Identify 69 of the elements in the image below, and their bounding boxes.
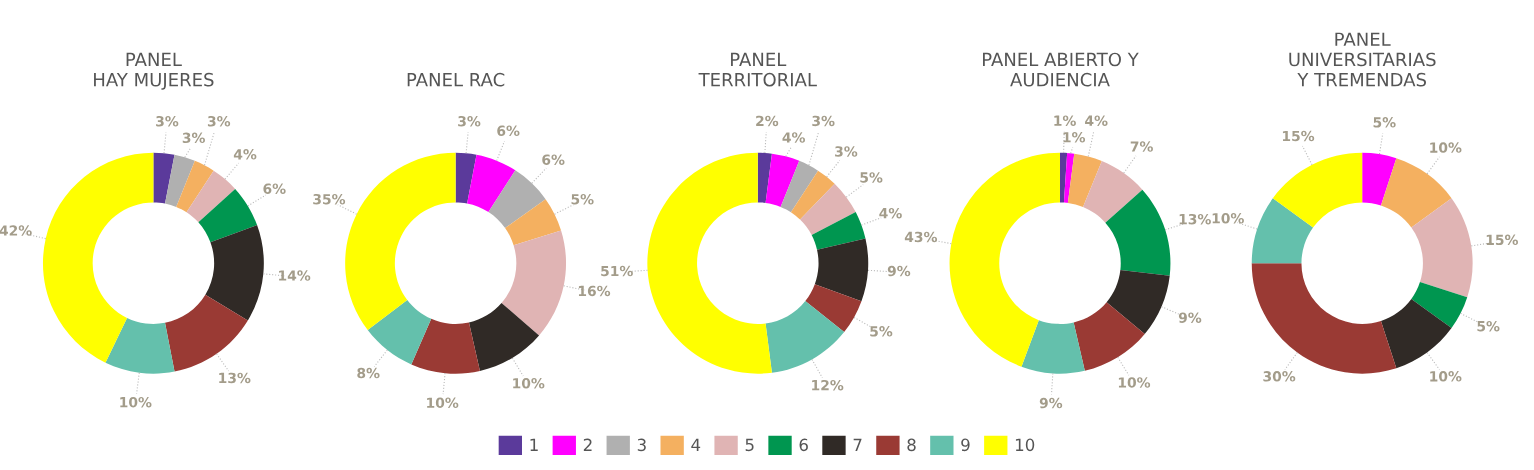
data-label: 1% — [1063, 131, 1086, 143]
legend-label: 9 — [961, 438, 970, 452]
data-label: 10% — [120, 396, 152, 408]
data-label: 6% — [497, 125, 520, 136]
legend-label: 7 — [853, 438, 862, 451]
data-label: 4% — [879, 207, 902, 219]
data-label: 6% — [263, 183, 286, 194]
data-label: 16% — [578, 285, 611, 297]
data-label: 15% — [1486, 234, 1518, 246]
data-label: 5% — [860, 172, 883, 183]
chart-title: PANEL ABIERTO Y AUDIENCIA — [983, 52, 1139, 87]
data-label: 5% — [571, 193, 594, 205]
data-label: 6% — [542, 154, 565, 165]
data-label: 10% — [1118, 377, 1151, 388]
data-label: 35% — [313, 193, 346, 205]
legend-label: 8 — [907, 438, 916, 452]
data-label: 15% — [1282, 130, 1315, 142]
legend-label: 6 — [799, 438, 808, 452]
data-label: 3% — [182, 132, 205, 144]
data-label: 13% — [219, 372, 251, 384]
chart-title: PANEL TERRITORIAL — [698, 52, 817, 87]
legend-label: 1 — [530, 438, 538, 451]
data-label: 9% — [1178, 312, 1202, 323]
legend-label: 5 — [745, 438, 754, 452]
legend-label: 2 — [583, 438, 592, 451]
data-label: 5% — [870, 326, 893, 337]
data-label: 3% — [156, 116, 179, 127]
data-label: 10% — [513, 378, 545, 389]
chart-title: PANEL UNIVERSITARIAS Y TREMENDAS — [1289, 32, 1436, 87]
data-label: 3% — [458, 115, 481, 127]
data-label: 43% — [904, 231, 938, 243]
data-label: 3% — [835, 146, 858, 157]
data-label: 4% — [782, 132, 805, 143]
chart-title: PANEL HAY MUJERES — [94, 52, 214, 90]
data-label: 7% — [1130, 141, 1153, 152]
data-label: 9% — [887, 265, 911, 277]
donut-slice — [765, 153, 800, 207]
data-label: 4% — [1085, 115, 1108, 126]
data-label: 13% — [1179, 213, 1211, 225]
donut-slice — [790, 170, 835, 220]
data-label: 2% — [756, 115, 779, 127]
donut-slice — [814, 238, 869, 302]
donut-slice — [805, 284, 862, 333]
data-label: 10% — [1212, 213, 1244, 224]
data-label: 5% — [1477, 320, 1500, 332]
donut-slice — [765, 301, 845, 373]
donut-slice — [647, 152, 772, 374]
legend-label: 4 — [691, 438, 701, 451]
donut-slice — [757, 152, 772, 203]
data-label: 1% — [1054, 115, 1076, 126]
data-label: 10% — [427, 397, 459, 408]
legend-label: 3 — [637, 438, 646, 452]
donut-slice — [800, 183, 856, 236]
data-label: 8% — [357, 367, 380, 379]
data-label: 9% — [1039, 397, 1063, 409]
data-label: 42% — [0, 225, 32, 236]
data-label: 10% — [1430, 371, 1462, 382]
chart-title: PANEL RAC — [407, 72, 505, 87]
data-label: 51% — [601, 265, 633, 277]
data-label: 12% — [812, 379, 844, 391]
data-label: 3% — [207, 116, 231, 127]
data-label: 10% — [1430, 142, 1462, 153]
data-label: 14% — [279, 270, 311, 281]
donut-slice — [811, 212, 866, 250]
data-label: 3% — [812, 115, 835, 127]
data-label: 4% — [233, 149, 257, 160]
data-label: 5% — [1373, 117, 1396, 128]
data-label: 30% — [1263, 371, 1296, 382]
legend-label: 10 — [1015, 438, 1035, 452]
